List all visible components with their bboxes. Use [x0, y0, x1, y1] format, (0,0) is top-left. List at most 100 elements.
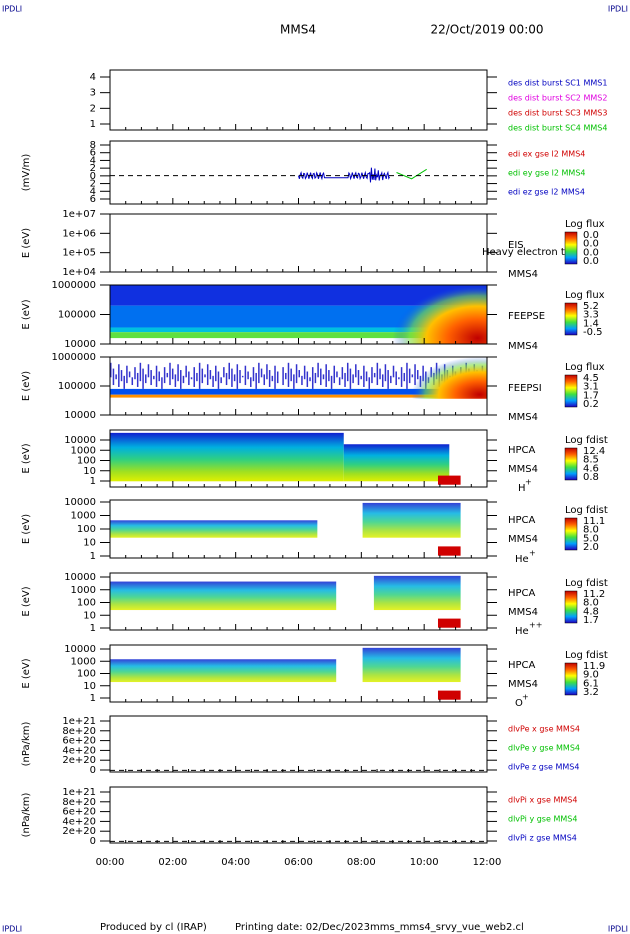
y-tick-label: 1: [90, 693, 96, 704]
colorbar-tick-label: 0.8: [583, 472, 599, 483]
y-tick-label: 2e+20: [62, 755, 96, 766]
colorbar: [564, 302, 578, 336]
colorbar-tick-label: 8.5: [583, 455, 599, 466]
y-tick-label: 10000: [64, 435, 96, 446]
spectrogram-cell: [390, 375, 392, 384]
species-label: He: [515, 626, 529, 637]
spectrogram-cell: [212, 375, 214, 387]
spectrogram-cell: [298, 370, 301, 378]
colorbar-tick-label: 3.2: [583, 687, 599, 698]
y-tick-label: 2: [90, 179, 96, 190]
spectrogram-cell: [266, 364, 268, 380]
y-axis-label: (nPa/km): [21, 793, 32, 838]
y-tick-label: 0: [90, 171, 96, 182]
spectrogram-cell: [220, 377, 222, 384]
colorbar-title: Log flux: [565, 362, 605, 373]
y-tick-label: 1000: [71, 445, 96, 456]
y-tick-label: 8e+20: [62, 797, 96, 808]
spectrogram-cell: [131, 377, 134, 386]
colorbar: [564, 662, 578, 696]
colorbar-tick-label: 1.7: [583, 390, 599, 401]
y-tick-label: 10000: [64, 410, 96, 421]
y-tick-label: 1e+07: [62, 209, 96, 220]
spectrogram-cell: [239, 370, 241, 384]
spectrogram-cell: [295, 364, 298, 384]
instrument-label: HPCA: [508, 660, 536, 671]
colorbar-tick-label: 0.0: [583, 247, 599, 258]
spectrogram-cell: [437, 618, 461, 628]
y-tick-label: 1e+21: [62, 787, 96, 798]
spectrogram-cell: [110, 327, 487, 333]
species-label: He: [515, 554, 529, 565]
colorbar-tick-label: 4.6: [583, 463, 599, 474]
colorbar-tick-label: 9.0: [583, 670, 599, 681]
spectrogram-cell: [145, 374, 147, 384]
spectrogram-cell: [112, 368, 115, 386]
spectrogram-cell: [204, 374, 206, 378]
spectrogram-cell: [357, 370, 360, 386]
spectrogram-cell: [142, 368, 144, 389]
y-tick-label: 6e+20: [62, 736, 96, 747]
spectrogram-cell: [330, 375, 333, 389]
spectrogram-cell: [285, 372, 287, 380]
colorbar-tick-label: 4.8: [583, 606, 599, 617]
spectrogram-cell: [244, 365, 247, 386]
colorbar: [564, 517, 578, 551]
spectrogram-cell: [233, 374, 236, 382]
y-tick-label: 100000: [58, 381, 96, 392]
footer-file: mms_mms4_srvy_vue_web2.cl: [370, 922, 524, 933]
legend-entry: dlvPi x gse MMS4: [508, 796, 577, 805]
spectrogram-cell: [290, 368, 292, 382]
y-axis-label: E (eV): [21, 514, 32, 544]
spectrogram-cell: [303, 365, 306, 380]
spectrogram-cell: [282, 367, 284, 386]
spectrogram-cell: [215, 365, 217, 382]
y-tick-label: 1e+05: [62, 248, 96, 259]
spectrogram-cell: [139, 362, 142, 382]
panel-frame: [109, 213, 488, 273]
spacecraft-label: MMS4: [508, 464, 538, 475]
legend-entry: des dist burst SC2 MMS2: [508, 94, 607, 103]
legend-entry: dlvPe x gse MMS4: [508, 725, 580, 734]
spectrogram-cell: [352, 374, 354, 384]
y-axis-label: E (eV): [21, 299, 32, 329]
spectrogram-cell: [368, 377, 371, 389]
spectrogram-cell: [209, 370, 212, 380]
x-tick-label: 12:00: [473, 857, 502, 868]
instrument-label: HPCA: [508, 445, 536, 456]
y-tick-label: 100: [77, 669, 96, 680]
spectrogram-cell: [150, 370, 152, 386]
corner-label: IPDLI: [2, 925, 22, 934]
spectrogram-cell: [196, 372, 198, 382]
spectrogram-cell: [206, 364, 209, 386]
spectrogram-block: [373, 575, 461, 611]
spectrogram-cell: [180, 370, 182, 389]
y-tick-label: 1000000: [51, 280, 96, 291]
spectrogram-cell: [408, 368, 411, 384]
colorbar-tick-label: 3.1: [583, 382, 599, 393]
colorbar-tick-label: 2.0: [583, 542, 599, 553]
spectrogram-cell: [134, 367, 136, 380]
spectrogram-cell: [349, 368, 352, 389]
colorbar-title: Log fdist: [565, 650, 608, 661]
y-axis-label: E (eV): [21, 658, 32, 688]
spectrogram-cell: [126, 365, 128, 384]
spectrogram-cell: [115, 374, 117, 380]
colorbar-tick-label: 11.1: [583, 516, 605, 527]
x-tick-label: 04:00: [221, 857, 250, 868]
y-tick-label: 4e+20: [62, 745, 96, 756]
legend-entry: dlvPi z gse MMS4: [508, 834, 577, 843]
spectrogram-cell: [255, 372, 257, 389]
spectrogram-cell: [365, 371, 368, 382]
y-tick-label: 4: [90, 155, 96, 166]
footer-credit: Produced by cl (IRAP): [100, 922, 207, 933]
spectrogram-cell: [166, 372, 169, 378]
spectrogram-cell: [171, 368, 174, 380]
y-tick-label: 1: [90, 623, 96, 634]
y-tick-label: 10000: [64, 572, 96, 583]
y-tick-label: 1e+21: [62, 716, 96, 727]
instrument-label: EIS: [508, 240, 524, 251]
spectrogram-cell: [437, 546, 461, 556]
colorbar-tick-label: 12.4: [583, 446, 605, 457]
